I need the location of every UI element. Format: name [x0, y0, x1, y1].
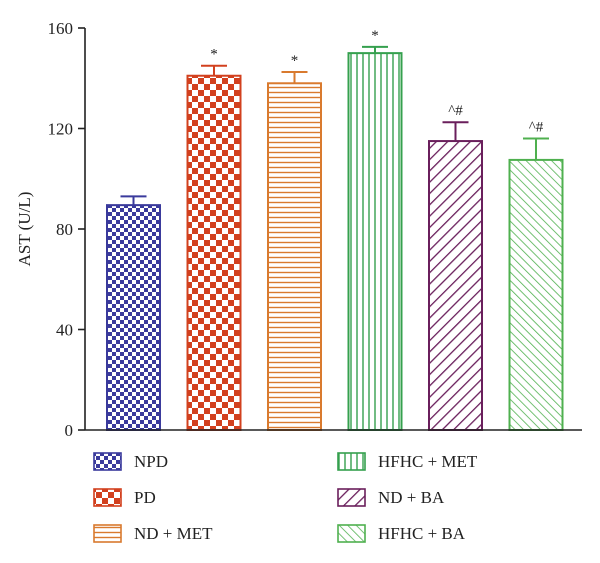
error-bar-3 — [362, 45, 388, 54]
annotation-2: * — [291, 53, 299, 69]
legend-label-0: NPD — [134, 452, 168, 471]
bar-2 — [267, 82, 322, 432]
legend-item-0: NPD — [93, 452, 168, 471]
error-bar-5 — [523, 137, 549, 160]
bar-4 — [428, 140, 483, 431]
legend-swatch-0 — [93, 452, 122, 471]
legend-label-4: ND + BA — [378, 488, 445, 507]
legend-swatch-1 — [93, 488, 122, 507]
annotation-5: ^# — [529, 120, 544, 136]
annotation-3: * — [371, 28, 379, 44]
legend-label-2: ND + MET — [134, 524, 213, 543]
legend-swatch-4 — [337, 488, 366, 507]
bar-5 — [508, 158, 564, 431]
y-tick-label-2: 80 — [56, 220, 73, 239]
bar-3 — [347, 52, 403, 431]
legend-item-2: ND + MET — [93, 524, 213, 543]
legend-swatch-2 — [93, 524, 122, 543]
legend-label-5: HFHC + BA — [378, 524, 466, 543]
error-bar-2 — [281, 70, 308, 84]
legend-item-3: HFHC + MET — [337, 452, 478, 471]
legend-item-4: ND + BA — [337, 488, 445, 507]
legend: NPD PD ND + MET HFHC + MET ND + BA HFHC + BA — [93, 452, 478, 543]
annotation-4: ^# — [448, 103, 463, 119]
y-axis-title: AST (U/L) — [15, 192, 34, 267]
legend-item-5: HFHC + BA — [337, 524, 466, 543]
legend-swatch-5 — [337, 524, 366, 543]
legend-label-3: HFHC + MET — [378, 452, 478, 471]
annotations-layer: * * * ^# ^# — [210, 28, 544, 136]
bars-layer — [106, 52, 564, 432]
legend-swatch-3 — [337, 452, 366, 471]
bar-1 — [186, 74, 242, 432]
annotation-1: * — [210, 47, 218, 63]
error-bar-1 — [201, 64, 227, 76]
error-bar-4 — [442, 121, 469, 142]
y-tick-label-4: 160 — [48, 19, 74, 38]
bar-0 — [106, 204, 161, 431]
y-axis: 0 40 80 120 160 — [48, 19, 86, 440]
y-tick-label-3: 120 — [48, 120, 74, 139]
legend-label-1: PD — [134, 488, 156, 507]
error-bar-0 — [120, 195, 147, 206]
legend-item-1: PD — [93, 488, 156, 507]
y-tick-label-0: 0 — [65, 421, 74, 440]
error-bars-layer — [120, 45, 549, 206]
y-tick-label-1: 40 — [56, 321, 73, 340]
